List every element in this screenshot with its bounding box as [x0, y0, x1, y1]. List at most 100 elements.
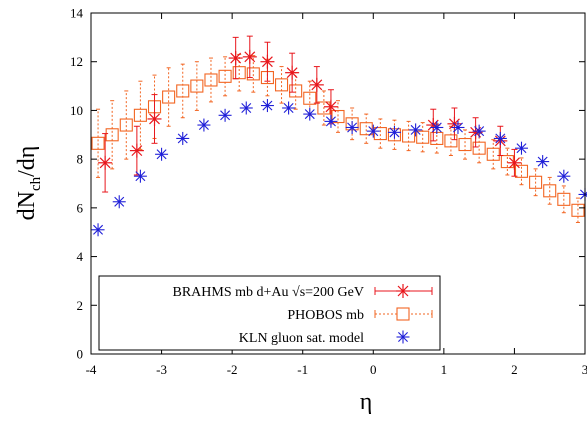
kln-point — [409, 123, 423, 137]
kln-point — [472, 124, 486, 138]
marker-stroke — [283, 103, 294, 113]
legend-marker-phobos — [374, 307, 433, 321]
marker-stroke — [398, 332, 408, 342]
marker-stroke — [304, 109, 315, 120]
marker-stroke — [410, 124, 421, 135]
marker-stroke — [131, 145, 143, 157]
x-tick-label: -3 — [156, 362, 167, 377]
phobos-point — [373, 127, 387, 141]
marker-stroke — [509, 157, 520, 169]
legend-box — [98, 275, 441, 351]
kln-point — [155, 147, 169, 161]
phobos-point — [289, 84, 303, 98]
x-tick-label: 2 — [511, 362, 518, 377]
phobos-point — [430, 131, 444, 145]
marker-stroke — [325, 101, 337, 113]
y-tick-label: 10 — [70, 103, 83, 118]
brahms-point — [147, 111, 162, 126]
x-tick-label: -1 — [297, 362, 308, 377]
brahms-point — [507, 155, 522, 170]
brahms-point — [323, 99, 338, 114]
marker-stroke — [262, 100, 273, 111]
kln-point — [536, 155, 550, 169]
y-axis-title-tail: /dη — [14, 146, 40, 177]
y-tick-label: 12 — [70, 54, 83, 69]
phobos-point — [416, 130, 430, 144]
x-tick-label: -4 — [86, 362, 97, 377]
legend: BRAHMS mb d+Au √s=200 GeV PHOBOS mb KLN … — [98, 275, 441, 351]
marker-square — [218, 69, 232, 83]
marker-square — [119, 118, 133, 132]
kln-point — [578, 187, 587, 201]
y-axis-title: dNch/dη — [14, 146, 44, 221]
marker-stroke — [397, 285, 409, 297]
marker-square — [359, 122, 373, 136]
marker-square — [204, 73, 218, 87]
marker-square — [289, 84, 303, 98]
marker-square — [274, 78, 289, 92]
marker-square — [557, 192, 571, 206]
y-axis-title-main: dN — [14, 191, 40, 220]
marker-stroke — [99, 157, 111, 169]
phobos-point — [218, 69, 232, 83]
kln-point — [91, 223, 105, 237]
marker-stroke — [389, 127, 400, 138]
marker-stroke — [93, 224, 104, 235]
marker-square — [430, 131, 444, 145]
marker-square — [458, 137, 472, 152]
phobos-point — [458, 137, 472, 152]
phobos-point — [91, 136, 105, 150]
marker-stroke — [537, 156, 548, 167]
marker-square — [246, 67, 260, 81]
marker-square — [91, 136, 105, 150]
marker-square — [162, 90, 176, 104]
kln-point — [303, 107, 317, 121]
marker-square — [402, 129, 416, 143]
x-axis-title: η — [360, 389, 373, 415]
marker-square — [133, 108, 147, 122]
kln-point — [430, 120, 444, 134]
phobos-point — [557, 192, 571, 206]
kln-point — [324, 114, 338, 128]
x-tick-label: 0 — [370, 362, 377, 377]
kln-point — [387, 125, 401, 139]
brahms-point — [426, 118, 441, 133]
marker-square — [514, 164, 529, 178]
marker-stroke — [156, 149, 167, 160]
phobos-point — [246, 67, 260, 81]
marker-square — [529, 175, 543, 189]
series-phobos — [91, 53, 585, 223]
phobos-point — [274, 78, 289, 92]
kln-point — [218, 108, 232, 122]
phobos-point — [204, 73, 218, 87]
marker-square — [543, 184, 557, 198]
marker-stroke — [220, 110, 231, 121]
phobos-point — [303, 91, 317, 105]
marker-stroke — [368, 126, 379, 137]
phobos-point — [133, 108, 147, 122]
kln-point — [557, 169, 571, 183]
marker-stroke — [516, 143, 527, 154]
series-layer — [91, 35, 587, 237]
kln-point — [282, 101, 296, 115]
marker-stroke — [431, 122, 442, 133]
phobos-point — [472, 141, 486, 155]
legend-label-brahms: BRAHMS mb d+Au √s=200 GeV — [173, 285, 365, 300]
brahms-point — [260, 54, 275, 69]
marker-stroke — [149, 113, 160, 125]
phobos-point — [105, 128, 119, 142]
kln-point — [493, 131, 507, 145]
phobos-point — [486, 147, 500, 161]
legend-marker-brahms — [374, 284, 433, 298]
marker-square — [472, 141, 486, 155]
phobos-point — [119, 118, 133, 132]
plot-frame — [90, 12, 586, 355]
marker-stroke — [244, 51, 256, 63]
y-tick-label: 0 — [77, 347, 84, 362]
legend-marker-kln — [396, 330, 410, 344]
marker-square — [232, 66, 246, 80]
legend-label-phobos: PHOBOS mb — [287, 308, 364, 323]
x-tick-label: 3 — [582, 362, 587, 377]
marker-square — [373, 127, 387, 141]
